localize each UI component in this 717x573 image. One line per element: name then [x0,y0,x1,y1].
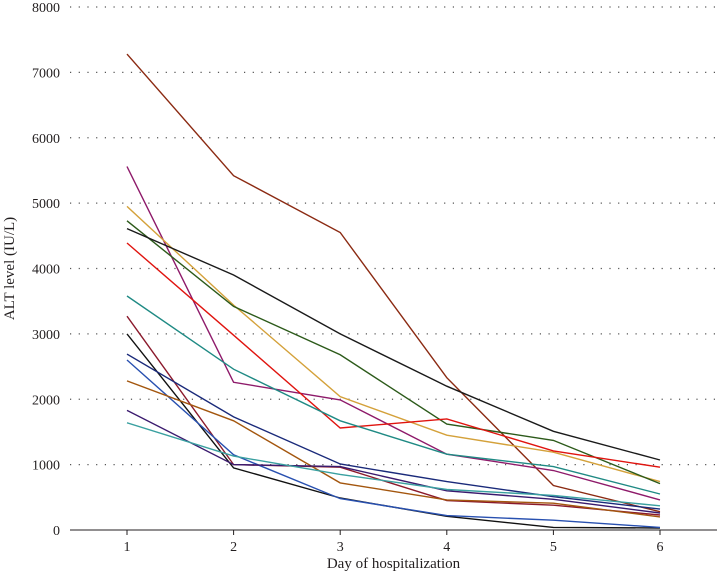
y-tick-label: 2000 [32,393,60,408]
line-series-3 [126,205,661,483]
line-series-5 [126,227,661,461]
y-tick-label: 6000 [32,132,60,147]
x-tick-labels: 1 2 3 4 5 6 [124,530,664,555]
line-series-14 [126,422,661,507]
y-tick-label: 7000 [32,66,60,81]
x-tick-label: 4 [443,540,450,555]
y-tick-label: 4000 [32,263,60,278]
line-series-13 [126,409,661,514]
y-tick-label: 0 [53,524,60,539]
line-series-6 [126,242,661,468]
y-tick-label: 5000 [32,197,60,212]
x-tick-label: 6 [657,540,664,555]
x-axis-title: Day of hospitalization [327,556,461,572]
line-series-12 [126,380,661,518]
y-tick-label: 8000 [32,1,60,16]
line-series-7 [126,295,661,495]
y-tick-label: 3000 [32,328,60,343]
x-tick-label: 3 [337,540,344,555]
line-series-4 [126,220,661,485]
x-tick-label: 1 [124,540,131,555]
y-tick-label: 1000 [32,459,60,474]
line-series-1 [126,53,661,513]
series-lines [126,53,661,529]
y-tick-labels: 0 1000 2000 3000 4000 5000 6000 7000 8000 [32,1,60,539]
y-axis-title: ALT level (IU/L) [2,217,18,320]
x-tick-label: 2 [230,540,237,555]
x-tick-label: 5 [550,540,557,555]
line-series-2 [126,166,661,501]
line-series-10 [126,353,661,510]
line-series-11 [126,359,661,529]
